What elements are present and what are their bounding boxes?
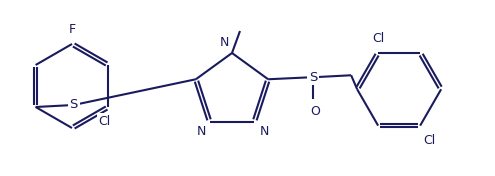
Text: S: S bbox=[309, 71, 317, 84]
Text: Cl: Cl bbox=[98, 115, 110, 128]
Text: N: N bbox=[220, 36, 229, 49]
Text: O: O bbox=[310, 105, 320, 118]
Text: Cl: Cl bbox=[423, 134, 436, 147]
Text: F: F bbox=[68, 23, 76, 36]
Text: N: N bbox=[197, 125, 205, 138]
Text: Cl: Cl bbox=[372, 32, 384, 45]
Text: N: N bbox=[259, 125, 269, 138]
Text: S: S bbox=[69, 99, 78, 112]
